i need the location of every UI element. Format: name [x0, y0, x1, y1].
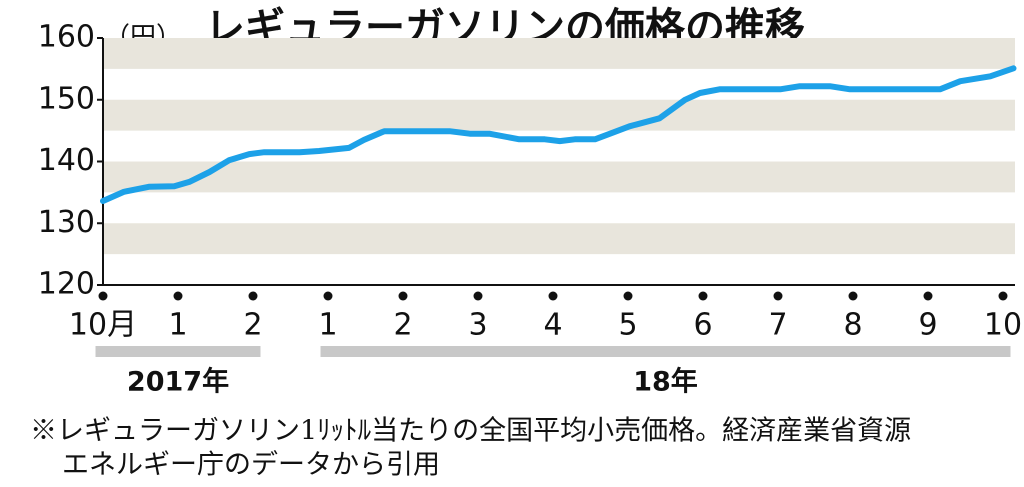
x-tick-label: 1: [168, 308, 187, 343]
x-tick-dot: [548, 291, 558, 301]
year-bar: [320, 346, 1011, 357]
x-tick-label: 7: [768, 308, 787, 343]
x-tick-label: 8: [843, 308, 862, 343]
x-tick-label: 2: [243, 308, 262, 343]
stripe: [103, 38, 1015, 69]
y-tick-label: 130: [38, 205, 95, 240]
stripe: [103, 161, 1015, 193]
plot-background: [103, 38, 1015, 255]
price-line: [100, 65, 1017, 204]
y-tick-label: 150: [38, 81, 95, 116]
x-tick-label: 5: [618, 308, 637, 343]
note: エネルギー庁のデータから引用: [62, 450, 440, 481]
note: ※レギュラーガソリン1ﾘｯﾄﾙ当たりの全国平均小売価格。経済産業省資源: [30, 416, 911, 447]
x-tick-dot: [848, 291, 858, 301]
x-tick-label: 6: [693, 308, 712, 343]
x-tick-dot: [923, 291, 933, 301]
year-label: 18年: [633, 366, 698, 398]
stripe: [103, 223, 1015, 255]
x-tick-label: 9: [918, 308, 937, 343]
x-tick-label: 10月: [69, 308, 137, 343]
year-label: 2017年: [127, 366, 229, 398]
y-tick-label: 140: [38, 143, 95, 178]
x-tick-label: 10: [984, 308, 1022, 343]
x-tick-label: 2: [393, 308, 412, 343]
x-tick-dot: [773, 291, 783, 301]
x-tick-dot: [623, 291, 633, 301]
x-tick-dot: [398, 291, 408, 301]
x-tick-dot: [998, 291, 1008, 301]
x-tick-dot: [98, 291, 108, 301]
x-tick-dot: [173, 291, 183, 301]
x-tick-dot: [473, 291, 483, 301]
x-tick-label: 1: [318, 308, 337, 343]
x-tick-dot: [323, 291, 333, 301]
x-tick-dot: [698, 291, 708, 301]
stripe: [103, 99, 1015, 131]
y-tick-label: 160: [38, 20, 95, 55]
x-tick-label: 3: [468, 308, 487, 343]
x-tick-dot: [248, 291, 258, 301]
y-tick-label: 120: [38, 267, 95, 302]
year-bar: [95, 346, 261, 357]
x-tick-label: 4: [543, 308, 562, 343]
